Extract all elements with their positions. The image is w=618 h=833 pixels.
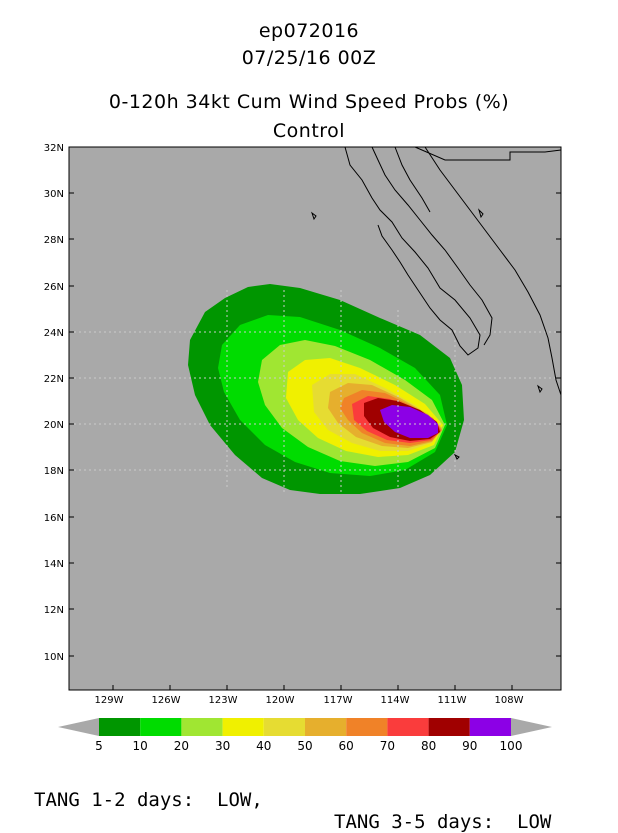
footer: TANG 1-2 days: LOW, TANG 3-5 days: LOW <box>0 767 618 833</box>
colorbar-cell <box>222 718 264 736</box>
storm-id: ep072016 <box>258 20 360 42</box>
lat-label: 16N <box>44 513 64 524</box>
colorbar-label: 100 <box>500 739 523 753</box>
lon-label: 114W <box>381 695 410 706</box>
lon-labels: 129W 126W 123W 120W 117W 114W 111W 108W <box>95 695 524 706</box>
chart-subtitle: Control <box>272 120 346 142</box>
forecast-datetime: 07/25/16 00Z <box>241 47 377 69</box>
coastline <box>311 146 562 460</box>
island-1 <box>311 211 317 221</box>
colorbar-cell <box>346 718 388 736</box>
colorbar-right-arrow <box>511 718 552 736</box>
map-frame <box>68 146 562 691</box>
colorbar-cell <box>140 718 182 736</box>
probability-map: 32N 30N 28N 26N 24N 22N 20N 18N 16N 14N … <box>44 143 562 753</box>
lat-label: 12N <box>44 605 64 616</box>
lon-label: 123W <box>209 695 238 706</box>
colorbar-cell <box>99 718 141 736</box>
lon-label: 108W <box>495 695 524 706</box>
colorbar-label: 80 <box>421 739 436 753</box>
border-us-mexico <box>414 146 562 161</box>
island-4 <box>453 453 460 460</box>
tang-3-5-days: TANG 3-5 days: LOW <box>334 811 552 833</box>
lat-labels: 32N 30N 28N 26N 24N 22N 20N 18N 16N 14N … <box>44 143 64 663</box>
probability-contours <box>188 284 464 494</box>
colorbar-label: 70 <box>380 739 395 753</box>
lat-label: 28N <box>44 235 64 246</box>
colorbar-cell <box>387 718 429 736</box>
lon-ticks <box>112 685 513 690</box>
colorbar-label: 50 <box>297 739 312 753</box>
mainland-coast <box>424 146 562 396</box>
colorbar-cell <box>263 718 305 736</box>
colorbar-cell <box>305 718 347 736</box>
colorbar-label: 10 <box>133 739 148 753</box>
chart-title: 0-120h 34kt Cum Wind Speed Probs (%) <box>108 91 510 113</box>
baja-peninsula-east <box>394 146 431 213</box>
tang-1-2-days: TANG 1-2 days: LOW, <box>34 789 263 811</box>
colorbar-label: 20 <box>174 739 189 753</box>
lat-label: 18N <box>44 466 64 477</box>
lon-label: 117W <box>324 695 353 706</box>
baja-gulf-coast <box>371 146 493 346</box>
lat-ticks <box>69 146 561 657</box>
graticule <box>69 290 561 495</box>
lat-label: 10N <box>44 652 64 663</box>
lon-label: 120W <box>266 695 295 706</box>
lon-label: 129W <box>95 695 124 706</box>
colorbar-label: 60 <box>339 739 354 753</box>
colorbar-cell <box>181 718 223 736</box>
lon-label: 126W <box>152 695 181 706</box>
lat-label: 14N <box>44 559 64 570</box>
colorbar-label: 90 <box>462 739 477 753</box>
colorbar: 5 10 20 30 40 50 60 70 80 90 100 <box>58 718 552 753</box>
lat-label: 22N <box>44 374 64 385</box>
colorbar-label: 5 <box>95 739 103 753</box>
lat-label: 30N <box>44 189 64 200</box>
colorbar-cell <box>428 718 470 736</box>
baja-pacific-coast <box>344 146 481 356</box>
colorbar-left-arrow <box>58 718 99 736</box>
lat-label: 26N <box>44 282 64 293</box>
lon-label: 111W <box>438 695 467 706</box>
colorbar-label: 40 <box>256 739 271 753</box>
island-2 <box>477 208 484 219</box>
colorbar-cell <box>469 718 511 736</box>
lat-label: 32N <box>44 143 64 154</box>
lat-label: 24N <box>44 328 64 339</box>
island-3 <box>537 384 543 394</box>
contour-90 <box>380 405 438 438</box>
colorbar-label: 30 <box>215 739 230 753</box>
lat-label: 20N <box>44 420 64 431</box>
